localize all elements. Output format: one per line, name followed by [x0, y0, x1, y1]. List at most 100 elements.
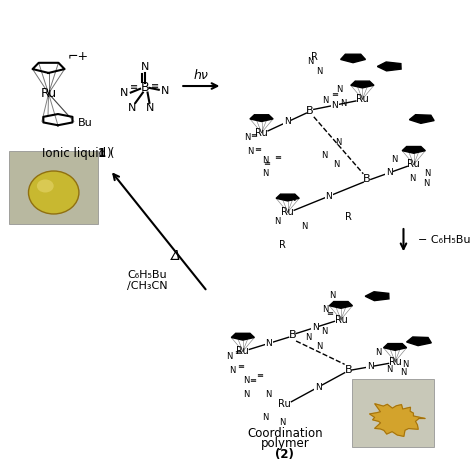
Text: B: B: [289, 330, 296, 340]
Polygon shape: [276, 194, 299, 201]
Text: N: N: [321, 327, 327, 336]
Polygon shape: [407, 337, 431, 346]
Text: N: N: [307, 57, 313, 66]
Polygon shape: [402, 146, 425, 153]
Text: N: N: [262, 413, 268, 422]
Text: N: N: [284, 118, 291, 127]
Text: ≡: ≡: [130, 82, 138, 92]
Text: N: N: [402, 360, 409, 369]
Text: N: N: [338, 301, 345, 310]
Ellipse shape: [37, 180, 54, 192]
Text: Ru: Ru: [407, 159, 420, 170]
Text: R: R: [279, 240, 285, 250]
Bar: [9, 151, 98, 224]
Text: N: N: [316, 66, 323, 75]
Text: N: N: [423, 179, 429, 188]
Polygon shape: [365, 292, 389, 301]
Text: R: R: [311, 52, 318, 62]
Polygon shape: [351, 81, 374, 88]
Text: 1: 1: [98, 147, 106, 160]
Text: N: N: [146, 103, 155, 113]
Polygon shape: [383, 344, 407, 350]
Text: N: N: [340, 99, 347, 108]
Text: N: N: [316, 342, 323, 351]
Text: B: B: [306, 106, 314, 116]
Text: B: B: [363, 174, 371, 184]
Text: polymer: polymer: [261, 437, 309, 450]
Text: N: N: [279, 418, 285, 427]
Text: N: N: [375, 348, 382, 357]
Text: N: N: [322, 305, 328, 314]
Text: N: N: [265, 390, 271, 399]
Text: N: N: [409, 174, 415, 183]
Text: N: N: [289, 193, 295, 202]
Text: ⌐+: ⌐+: [67, 50, 88, 63]
Text: Ru: Ru: [255, 128, 268, 138]
Text: Ru: Ru: [279, 399, 291, 409]
Polygon shape: [377, 62, 401, 71]
Text: N: N: [120, 89, 128, 99]
Text: ≡: ≡: [331, 90, 338, 99]
Text: N: N: [333, 160, 339, 169]
Text: N: N: [265, 339, 273, 348]
Text: Ru: Ru: [237, 346, 249, 356]
Text: Ru: Ru: [40, 87, 56, 100]
Text: ≡: ≡: [251, 131, 257, 140]
Text: N: N: [331, 100, 338, 109]
Text: N: N: [243, 376, 250, 385]
Text: N: N: [312, 323, 319, 332]
Text: R: R: [345, 212, 352, 222]
Text: ≡: ≡: [234, 348, 241, 357]
Text: B: B: [140, 82, 149, 94]
Text: N: N: [336, 85, 342, 94]
Text: ≡: ≡: [249, 376, 255, 385]
Text: ≡: ≡: [264, 159, 271, 168]
Text: − C₆H₅Bu: − C₆H₅Bu: [419, 235, 471, 245]
Text: ≡: ≡: [237, 362, 245, 371]
Bar: [352, 379, 434, 447]
Polygon shape: [370, 404, 425, 437]
Text: hν: hν: [193, 69, 208, 82]
Text: N: N: [274, 217, 281, 226]
Text: Bu: Bu: [78, 118, 92, 128]
Text: N: N: [244, 133, 251, 142]
Text: (2): (2): [275, 447, 294, 461]
Text: ≡: ≡: [256, 371, 263, 380]
Text: N: N: [386, 168, 392, 177]
Text: N: N: [301, 222, 308, 231]
Text: N: N: [229, 366, 236, 375]
Text: N: N: [128, 103, 136, 113]
Text: Ionic liquid (: Ionic liquid (: [42, 147, 115, 160]
Text: N: N: [400, 368, 407, 377]
Text: Δ: Δ: [171, 249, 180, 263]
Text: ≡: ≡: [326, 310, 333, 319]
Text: /CH₃CN: /CH₃CN: [127, 281, 168, 291]
Text: ≡: ≡: [151, 81, 159, 91]
Text: N: N: [262, 156, 268, 165]
Text: Ru: Ru: [389, 356, 401, 366]
Text: N: N: [227, 352, 233, 361]
Polygon shape: [329, 301, 353, 308]
Text: N: N: [243, 390, 250, 399]
Text: Ru: Ru: [356, 94, 369, 104]
Text: N: N: [321, 151, 327, 160]
Polygon shape: [250, 115, 273, 121]
Ellipse shape: [28, 171, 79, 214]
Text: N: N: [305, 333, 311, 342]
Text: N: N: [367, 362, 374, 371]
Text: Ru: Ru: [281, 207, 294, 217]
Text: N: N: [335, 137, 341, 146]
Text: ≡: ≡: [254, 145, 261, 154]
Text: N: N: [141, 63, 149, 73]
Text: C₆H₅Bu: C₆H₅Bu: [128, 270, 167, 280]
Text: N: N: [386, 365, 392, 374]
Polygon shape: [231, 333, 255, 340]
Polygon shape: [410, 115, 434, 123]
Text: N: N: [247, 147, 254, 156]
Text: N: N: [424, 169, 430, 178]
Polygon shape: [341, 54, 365, 63]
Text: Ru: Ru: [335, 315, 347, 325]
Text: N: N: [329, 291, 336, 300]
Text: N: N: [161, 86, 170, 96]
Text: N: N: [322, 96, 328, 105]
